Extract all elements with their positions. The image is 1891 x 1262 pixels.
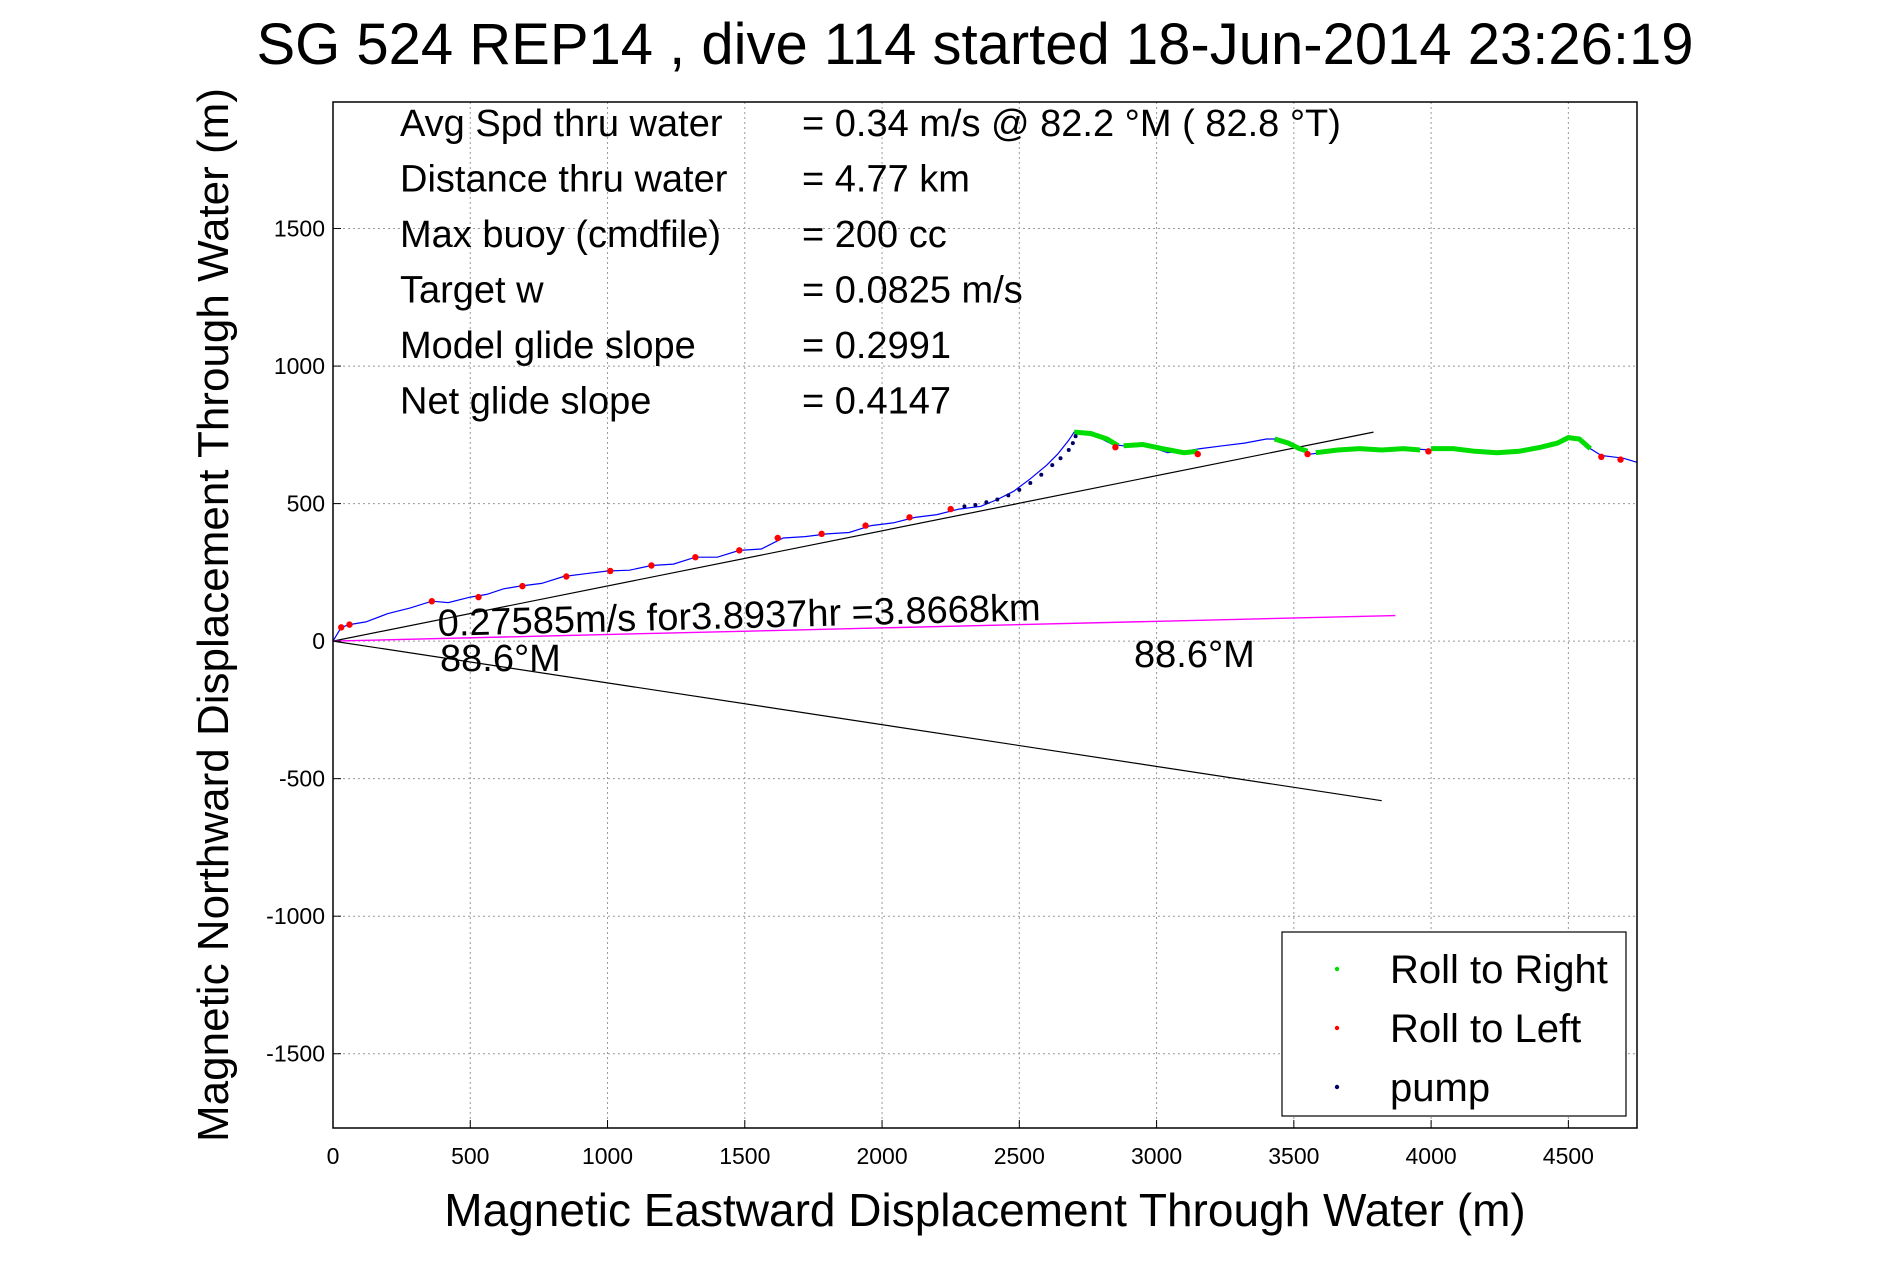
x-tick-label: 500 bbox=[451, 1143, 489, 1169]
legend-box bbox=[1281, 931, 1627, 1117]
info-value: = 0.2991 bbox=[802, 325, 951, 367]
roll-right-segment bbox=[1431, 435, 1592, 456]
pump-point bbox=[1039, 472, 1044, 477]
roll-left-point bbox=[1194, 450, 1201, 458]
x-tick-label: 4000 bbox=[1406, 1143, 1457, 1169]
roll-left-point bbox=[607, 567, 614, 575]
pump-point bbox=[1050, 463, 1055, 468]
roll-right-segment bbox=[1073, 429, 1120, 448]
legend-marker bbox=[1334, 1025, 1340, 1031]
axes-box bbox=[332, 101, 1638, 1129]
pump-point bbox=[1070, 441, 1075, 446]
info-value: = 0.34 m/s @ 82.2 °M ( 82.8 °T) bbox=[802, 103, 1341, 145]
roll-left-point bbox=[1598, 453, 1605, 461]
chart-title: SG 524 REP14 , dive 114 started 18-Jun-2… bbox=[256, 12, 1693, 77]
pump-point bbox=[1066, 447, 1071, 452]
x-axis-label: Magnetic Eastward Displacement Through W… bbox=[444, 1184, 1525, 1236]
info-panel: Avg Spd thru water = 0.34 m/s @ 82.2 °M (… bbox=[400, 103, 1341, 423]
info-label: Model glide slope bbox=[400, 325, 696, 367]
x-tick-label: 3000 bbox=[1131, 1143, 1182, 1169]
info-label: Avg Spd thru water bbox=[400, 103, 723, 145]
roll-left-point bbox=[862, 522, 869, 529]
cone-lower-line bbox=[332, 640, 1382, 802]
plot-lines bbox=[332, 429, 1638, 802]
pump-point bbox=[1006, 493, 1011, 498]
info-value: = 0.4147 bbox=[802, 381, 951, 423]
info-value: = 0.0825 m/s bbox=[802, 270, 1023, 312]
info-label: Net glide slope bbox=[400, 381, 651, 423]
legend-label: Roll to Right bbox=[1390, 948, 1608, 992]
roll-left-point bbox=[563, 573, 570, 580]
y-tick-label: -1500 bbox=[266, 1041, 325, 1067]
drift-line bbox=[332, 614, 1396, 642]
roll-left-point bbox=[519, 582, 526, 590]
x-tick-label: 1000 bbox=[582, 1143, 633, 1169]
info-label: Max buoy (cmdfile) bbox=[400, 214, 721, 256]
x-tick-label: 0 bbox=[327, 1143, 340, 1169]
info-label: Target w bbox=[400, 270, 544, 312]
info-value: = 200 cc bbox=[802, 214, 947, 256]
roll-right-segment bbox=[1123, 441, 1199, 456]
pump-point bbox=[1058, 456, 1063, 461]
legend-marker bbox=[1334, 1084, 1340, 1090]
roll-left-point bbox=[947, 505, 954, 513]
roll-left-point bbox=[648, 562, 655, 569]
annotation-text: 88.6°M bbox=[440, 638, 561, 680]
x-tick-label: 2500 bbox=[994, 1143, 1045, 1169]
roll-left-point bbox=[692, 554, 699, 561]
roll-left-point bbox=[1112, 444, 1119, 451]
y-tick-label: -500 bbox=[279, 766, 325, 792]
roll-left-point bbox=[475, 593, 482, 601]
pump-point bbox=[995, 497, 1000, 502]
legend-marker bbox=[1334, 966, 1340, 972]
x-tick-label: 2000 bbox=[856, 1143, 907, 1169]
annotation-text: 0.27585m/s for3.8937hr =3.8668km bbox=[437, 587, 1041, 645]
y-tick-label: 1500 bbox=[274, 216, 325, 242]
roll-left-point bbox=[906, 514, 913, 521]
roll-left-point bbox=[736, 547, 743, 554]
pump-point bbox=[962, 504, 967, 509]
y-tick-label: 1000 bbox=[274, 353, 325, 379]
roll-right-segment bbox=[1315, 446, 1421, 456]
roll-left-point bbox=[338, 624, 345, 631]
info-value: = 4.77 km bbox=[802, 159, 970, 201]
roll-left-point bbox=[774, 534, 781, 542]
x-tick-label: 3500 bbox=[1268, 1143, 1319, 1169]
roll-right-segment bbox=[1273, 436, 1309, 454]
y-axis-label: Magnetic Northward Displacement Through … bbox=[189, 88, 238, 1142]
roll-left-point bbox=[1304, 450, 1311, 458]
pump-point bbox=[1017, 487, 1022, 492]
roll-left-point bbox=[346, 621, 353, 628]
annotation-text: 88.6°M bbox=[1134, 634, 1255, 676]
x-tick-label: 4500 bbox=[1543, 1143, 1594, 1169]
y-tick-label: 0 bbox=[312, 628, 325, 654]
x-tick-label: 1500 bbox=[719, 1143, 770, 1169]
y-axis-ticks: -1500 -1000 -500 0 500 1000 1500 bbox=[266, 216, 341, 1067]
plot-points bbox=[338, 434, 1624, 631]
cone-upper-line bbox=[332, 431, 1374, 642]
pump-point bbox=[1073, 434, 1078, 439]
roll-left-point bbox=[1617, 456, 1624, 463]
roll-left-point bbox=[818, 530, 825, 538]
x-axis-ticks: 0 500 1000 1500 2000 2500 3000 3500 4000 4500 bbox=[327, 1120, 1594, 1169]
legend-label: Roll to Left bbox=[1390, 1007, 1581, 1051]
info-label: Distance thru water bbox=[400, 159, 728, 201]
y-tick-label: 500 bbox=[287, 491, 325, 517]
pump-point bbox=[984, 500, 989, 505]
roll-left-point bbox=[1425, 448, 1432, 455]
pump-point bbox=[973, 502, 978, 507]
legend-label: pump bbox=[1390, 1066, 1490, 1110]
roll-left-point bbox=[428, 598, 436, 605]
y-tick-label: -1000 bbox=[266, 903, 325, 929]
pump-point bbox=[1028, 480, 1033, 485]
legend: Roll to Right Roll to Left pump bbox=[1281, 931, 1627, 1117]
